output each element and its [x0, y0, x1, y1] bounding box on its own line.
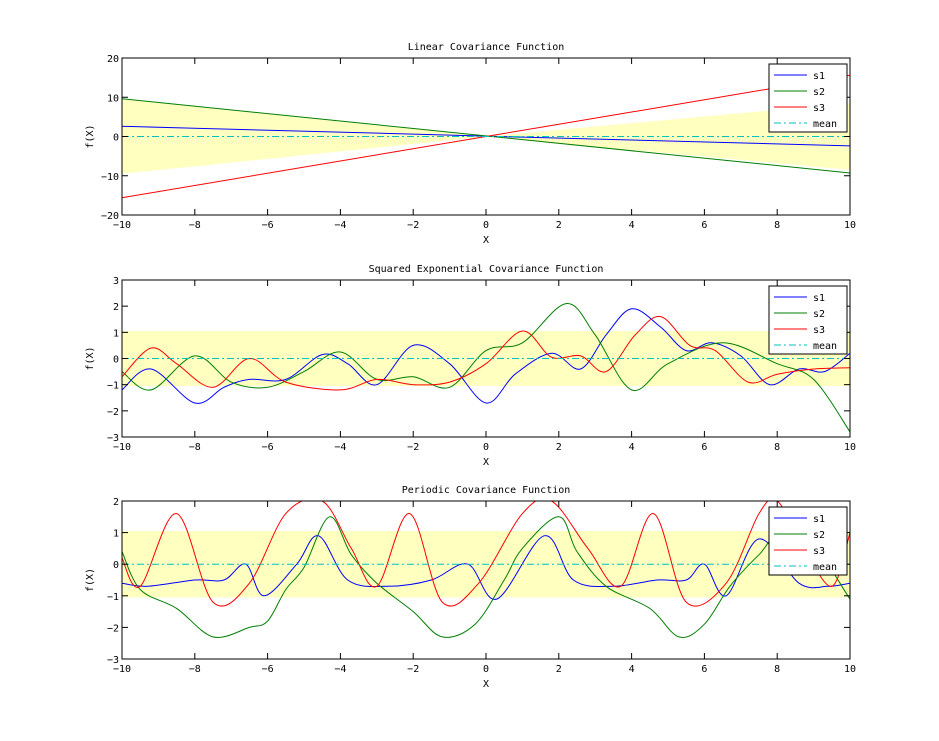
chart-title: Squared Exponential Covariance Function — [369, 264, 604, 275]
x-tick-label: 2 — [556, 664, 562, 675]
y-tick-label: −2 — [107, 623, 119, 634]
x-tick-label: 0 — [483, 664, 489, 675]
x-axis-label: X — [483, 679, 489, 690]
legend-label-mean: mean — [813, 341, 837, 352]
legend-label-s3: s3 — [813, 103, 825, 114]
legend: s1 s2 s3 mean — [768, 63, 848, 133]
x-tick-label: 8 — [774, 220, 780, 231]
x-tick-label: −10 — [113, 664, 131, 675]
x-tick-label: −8 — [189, 664, 201, 675]
series-line-s2 — [122, 98, 850, 174]
legend: s1 s2 s3 mean — [768, 506, 848, 576]
x-tick-label: 2 — [556, 442, 562, 453]
y-tick-label: 1 — [113, 529, 119, 540]
x-tick-label: 8 — [774, 664, 780, 675]
x-tick-label: −6 — [262, 442, 274, 453]
legend: s1 s2 s3 mean — [768, 285, 848, 355]
y-tick-label: 2 — [113, 497, 119, 508]
y-axis-label: f(X) — [85, 346, 96, 370]
chart-title: Linear Covariance Function — [408, 42, 565, 53]
x-tick-label: 10 — [844, 664, 856, 675]
x-tick-label: 4 — [629, 220, 635, 231]
y-tick-label: 2 — [113, 302, 119, 313]
legend-label-s1: s1 — [813, 293, 825, 304]
legend-label-s1: s1 — [813, 71, 825, 82]
x-tick-label: 0 — [483, 220, 489, 231]
y-tick-label: −3 — [107, 433, 119, 444]
x-tick-label: 10 — [844, 442, 856, 453]
series-line-s3 — [122, 316, 850, 391]
y-axis-label: f(X) — [85, 568, 96, 592]
legend-label-s3: s3 — [813, 546, 825, 557]
legend-label-s2: s2 — [813, 530, 825, 541]
x-tick-label: −10 — [113, 442, 131, 453]
x-tick-label: −4 — [334, 442, 346, 453]
x-tick-label: 10 — [844, 220, 856, 231]
x-tick-label: −4 — [334, 664, 346, 675]
series-line-s3 — [122, 501, 850, 607]
legend-label-s2: s2 — [813, 309, 825, 320]
x-tick-label: −8 — [189, 220, 201, 231]
y-axis-label: f(X) — [85, 124, 96, 148]
y-tick-label: −20 — [101, 211, 119, 222]
x-tick-label: −2 — [407, 220, 419, 231]
y-tick-label: 0 — [113, 560, 119, 571]
x-axis-label: X — [483, 457, 489, 468]
x-tick-label: 8 — [774, 442, 780, 453]
x-tick-label: −4 — [334, 220, 346, 231]
y-tick-label: 10 — [107, 93, 119, 104]
legend-label-mean: mean — [813, 562, 837, 573]
x-tick-label: −6 — [262, 220, 274, 231]
y-tick-label: 20 — [107, 54, 119, 65]
x-tick-label: 6 — [701, 220, 707, 231]
x-tick-label: 4 — [629, 664, 635, 675]
y-tick-label: −1 — [107, 592, 119, 603]
series-line-s1 — [122, 308, 850, 404]
y-tick-label: −3 — [107, 655, 119, 666]
x-tick-label: 6 — [701, 442, 707, 453]
legend-label-s3: s3 — [813, 325, 825, 336]
x-tick-label: 0 — [483, 442, 489, 453]
series-line-s2 — [122, 303, 850, 433]
y-tick-label: −10 — [101, 172, 119, 183]
y-tick-label: 3 — [113, 276, 119, 287]
x-tick-label: −2 — [407, 442, 419, 453]
x-tick-label: −10 — [113, 220, 131, 231]
series-line-s2 — [122, 516, 850, 638]
y-tick-label: 1 — [113, 328, 119, 339]
y-tick-label: 0 — [113, 355, 119, 366]
x-tick-label: 4 — [629, 442, 635, 453]
y-tick-label: −2 — [107, 407, 119, 418]
x-tick-label: 2 — [556, 220, 562, 231]
legend-label-s2: s2 — [813, 87, 825, 98]
y-tick-label: 0 — [113, 133, 119, 144]
y-tick-label: −1 — [107, 381, 119, 392]
chart-title: Periodic Covariance Function — [402, 485, 571, 496]
x-tick-label: −2 — [407, 664, 419, 675]
x-tick-label: −8 — [189, 442, 201, 453]
x-axis-label: X — [483, 235, 489, 246]
x-tick-label: −6 — [262, 664, 274, 675]
legend-label-mean: mean — [813, 119, 837, 130]
legend-label-s1: s1 — [813, 514, 825, 525]
x-tick-label: 6 — [701, 664, 707, 675]
